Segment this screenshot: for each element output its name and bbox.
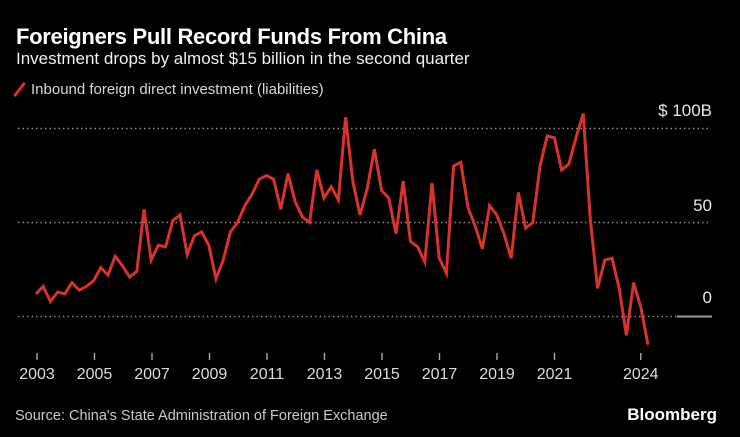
x-axis-label-2024: 2024 (622, 366, 659, 383)
y-axis-label-0: 0 (702, 288, 712, 307)
x-axis-label-2021: 2021 (536, 366, 573, 383)
x-axis-label-2003: 2003 (19, 366, 55, 383)
bloomberg-logo: Bloomberg (627, 405, 717, 424)
chart-subtitle: Investment drops by almost $15 billion i… (16, 49, 470, 68)
legend: Inbound foreign direct investment (liabi… (13, 81, 324, 98)
legend-series-label: Inbound foreign direct investment (liabi… (31, 81, 324, 98)
y-axis-label-100: $ 100B (658, 101, 712, 120)
x-axis-label-2005: 2005 (76, 366, 113, 383)
legend-line-swatch-icon (13, 81, 26, 98)
x-axis-label-2019: 2019 (479, 366, 515, 383)
chart-title: Foreigners Pull Record Funds From China (16, 24, 447, 49)
x-axis-label-2011: 2011 (249, 366, 285, 383)
x-axis-label-2007: 2007 (134, 366, 170, 383)
x-axis-label-2017: 2017 (421, 366, 458, 383)
x-axis-label-2009: 2009 (191, 366, 228, 383)
x-axis-label-2015: 2015 (364, 366, 400, 383)
x-axis-label-2013: 2013 (306, 366, 343, 383)
fdi-line-series (34, 113, 650, 345)
y-axis-label-50: 50 (693, 196, 712, 215)
source-note: Source: China's State Administration of … (15, 408, 388, 424)
